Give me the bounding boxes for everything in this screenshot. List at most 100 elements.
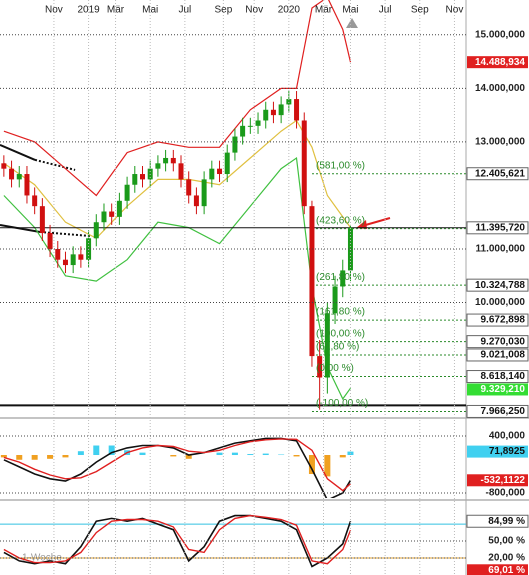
candle-body <box>332 286 338 314</box>
candle-body <box>132 174 138 185</box>
candle-body <box>324 313 330 378</box>
histogram-bar <box>93 445 100 456</box>
level-value-label: 12.405,621 <box>475 168 525 179</box>
fib-label: (261,80 %) <box>316 272 365 283</box>
trendline <box>0 223 41 233</box>
level-value-label: 9.270,030 <box>481 336 526 347</box>
histogram-bar <box>139 452 146 456</box>
k-last-label-box <box>466 514 529 528</box>
histogram-bar <box>0 455 7 458</box>
level-value-label-box <box>466 313 529 327</box>
x-tick-label: 2019 <box>77 5 100 16</box>
last-price-label: 11.395,720 <box>476 222 526 233</box>
x-tick-label: Nov <box>446 5 464 16</box>
candle-body <box>178 163 184 180</box>
candle-body <box>317 356 323 378</box>
candle-body <box>294 99 300 121</box>
k-line <box>3 514 352 568</box>
x-tick-label: 2020 <box>278 5 301 16</box>
y-tick-label: 400,000 <box>489 431 526 442</box>
histogram-bar <box>62 455 69 458</box>
histogram-bar <box>31 455 38 460</box>
histogram-bar <box>262 453 269 456</box>
level-value-label-box <box>466 335 529 349</box>
fib-label: (-100,00 %) <box>316 398 368 409</box>
histogram-bar <box>308 455 315 475</box>
histogram-bar <box>170 455 177 457</box>
candle-body <box>193 195 199 207</box>
x-tick-label: Nov <box>245 5 263 16</box>
candle-body <box>278 104 284 116</box>
y-tick-label: 13.000,000 <box>475 137 525 148</box>
candle-body <box>16 174 22 180</box>
panel-2 <box>0 514 466 568</box>
histogram-bar <box>16 455 23 460</box>
candle-body <box>186 179 192 196</box>
candle-body <box>93 222 99 239</box>
x-tick-label: Mär <box>315 5 333 16</box>
x-tick-label: Sep <box>411 5 429 16</box>
y-tick-label: -800,000 <box>486 488 526 499</box>
macd-line <box>3 437 352 498</box>
arrow-head <box>356 220 367 229</box>
level-value-label-box <box>466 370 529 384</box>
fib-label: (161,80 %) <box>316 307 365 318</box>
candle-body <box>170 157 176 164</box>
candle-body <box>39 206 45 233</box>
macd-last-label-box <box>467 474 528 487</box>
fib-label: (0,00 %) <box>316 363 354 374</box>
level-value-label-box <box>466 348 529 362</box>
histogram-last-label-box <box>467 445 528 458</box>
candle-body <box>301 120 307 207</box>
y-tick-label: 10.000,000 <box>475 297 525 308</box>
candle-body <box>309 206 315 357</box>
fib-label: (581,00 %) <box>316 160 365 171</box>
trendline <box>34 158 76 171</box>
x-tick-label: Mai <box>342 5 358 16</box>
histogram-last-label: 71,8925 <box>489 446 526 457</box>
candle-body <box>270 109 276 116</box>
histogram-bar <box>293 455 300 457</box>
candle-body <box>62 259 68 266</box>
current-marker <box>346 18 358 28</box>
price-label: 9.329,210 <box>481 384 526 395</box>
band-line <box>3 0 352 197</box>
candle-body <box>101 211 107 223</box>
panel-0 <box>0 0 466 412</box>
candle-body <box>263 109 269 121</box>
candle-body <box>209 168 215 180</box>
x-tick-label: Nov <box>45 5 63 16</box>
y-tick-label: 11.000,000 <box>476 244 526 255</box>
candle-body <box>1 163 7 169</box>
candle-body <box>155 163 161 169</box>
candle-body <box>224 152 230 175</box>
level-value-label: 8.618,140 <box>481 371 526 382</box>
candle-body <box>340 270 346 287</box>
trendline <box>0 143 36 161</box>
x-tick-label: Jul <box>178 5 191 16</box>
candle-body <box>139 174 145 180</box>
y-tick-label: 50,00 % <box>488 536 525 547</box>
band-last-label-box <box>467 56 528 69</box>
candle-body <box>116 200 122 217</box>
candle-body <box>24 174 30 196</box>
level-value-label-box <box>466 404 529 418</box>
candle-body <box>47 232 53 249</box>
signal-line <box>3 438 351 492</box>
histogram-bar <box>324 455 331 477</box>
d-last-label: 69,01 % <box>488 565 525 575</box>
candle-body <box>124 184 130 201</box>
histogram-bar <box>216 452 223 456</box>
y-tick-label: 14.000,000 <box>475 83 525 94</box>
candle-body <box>32 195 38 207</box>
level-value-label: 9.021,008 <box>481 350 526 361</box>
histogram-bar <box>77 451 84 456</box>
fib-label: (61,80 %) <box>316 342 359 353</box>
x-tick-label: Jul <box>379 5 392 16</box>
candle-body <box>255 120 261 126</box>
histogram-bar <box>185 455 192 459</box>
last-price-label-box <box>466 221 529 235</box>
y-tick-label: 20,00 % <box>488 553 525 564</box>
candle-body <box>9 168 15 180</box>
band-last-label: 14.488,934 <box>475 57 525 68</box>
